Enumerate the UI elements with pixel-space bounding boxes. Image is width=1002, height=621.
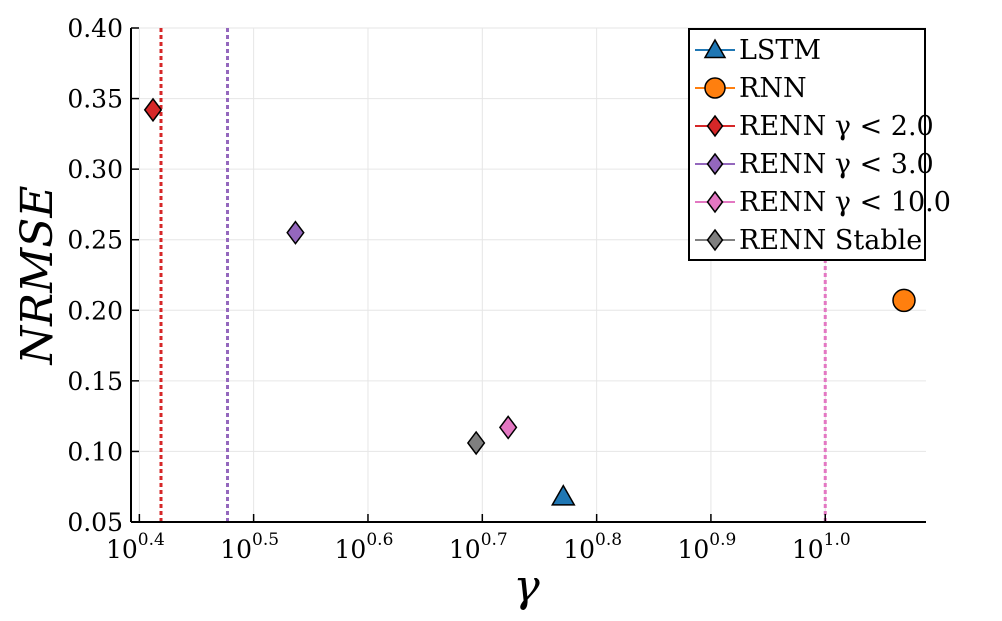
y-axis-label: NRMSE [12, 186, 63, 366]
y-tick-label: 0.35 [67, 85, 123, 114]
x-tick-label: 101.0 [792, 530, 851, 564]
y-tick-label: 0.15 [67, 367, 123, 396]
legend-label: RNN [739, 73, 807, 104]
x-tick-label: 100.6 [335, 530, 394, 564]
legend-label: RENN γ < 3.0 [739, 149, 934, 180]
x-tick-base: 10 [335, 535, 367, 564]
axes [130, 27, 926, 523]
threshold-lines [159, 28, 827, 522]
x-axis-label: γ [513, 561, 540, 612]
data-point [286, 220, 305, 245]
x-tick-labels: 100.4 100.5 100.6 100.7 100.8 100.9 101.0 [106, 530, 851, 564]
legend-box [688, 28, 926, 261]
data-point [143, 97, 163, 123]
y-tick-label: 0.25 [67, 226, 123, 255]
y-tick-label: 0.30 [67, 155, 123, 184]
x-tick-exponent: 0.9 [709, 530, 736, 550]
legend-label: LSTM [739, 35, 821, 66]
data-point [551, 484, 576, 506]
legend-marker [704, 77, 726, 99]
x-tick-exponent: 0.7 [481, 530, 508, 550]
data-point [892, 288, 916, 313]
y-tick-label: 0.10 [67, 437, 123, 466]
legend-label: RENN Stable [739, 225, 922, 256]
x-tick-base: 10 [792, 535, 824, 564]
legend-marker [706, 114, 724, 138]
x-tick-exponent: 0.4 [138, 530, 165, 550]
x-tick-base: 10 [563, 535, 595, 564]
x-tick-label: 100.7 [449, 530, 508, 564]
x-tick-exponent: 0.6 [366, 530, 393, 550]
legend-marker [706, 190, 724, 214]
data-point [498, 415, 518, 440]
legend-marker [703, 38, 727, 59]
grid-lines [131, 27, 926, 523]
x-tick-base: 10 [449, 535, 481, 564]
y-tick-label: 0.05 [67, 508, 123, 537]
legend-label: RENN γ < 10.0 [739, 187, 951, 218]
x-tick-exponent: 1.0 [824, 530, 851, 550]
x-tick-label: 100.9 [677, 530, 736, 564]
data-points [143, 97, 916, 506]
legend-marker [706, 228, 724, 252]
x-tick-base: 10 [106, 535, 138, 564]
legend: LSTM RNN RENN γ < 2.0 RENN γ < 3.0 RENN γ < … [688, 28, 951, 261]
x-tick-base: 10 [677, 535, 709, 564]
y-tick-label: 0.40 [67, 14, 123, 43]
x-tick-label: 100.8 [563, 530, 622, 564]
legend-label: RENN γ < 2.0 [739, 111, 934, 142]
x-tick-exponent: 0.8 [595, 530, 622, 550]
legend-marker [706, 152, 724, 176]
x-tick-label: 100.4 [106, 530, 165, 564]
x-tick-label: 100.5 [220, 530, 279, 564]
y-tick-label: 0.20 [67, 296, 123, 325]
y-tick-labels: 0.05 0.10 0.15 0.20 0.25 0.30 0.35 0.40 [67, 14, 123, 537]
data-point [466, 430, 486, 456]
x-tick-exponent: 0.5 [252, 530, 279, 550]
x-tick-base: 10 [220, 535, 252, 564]
